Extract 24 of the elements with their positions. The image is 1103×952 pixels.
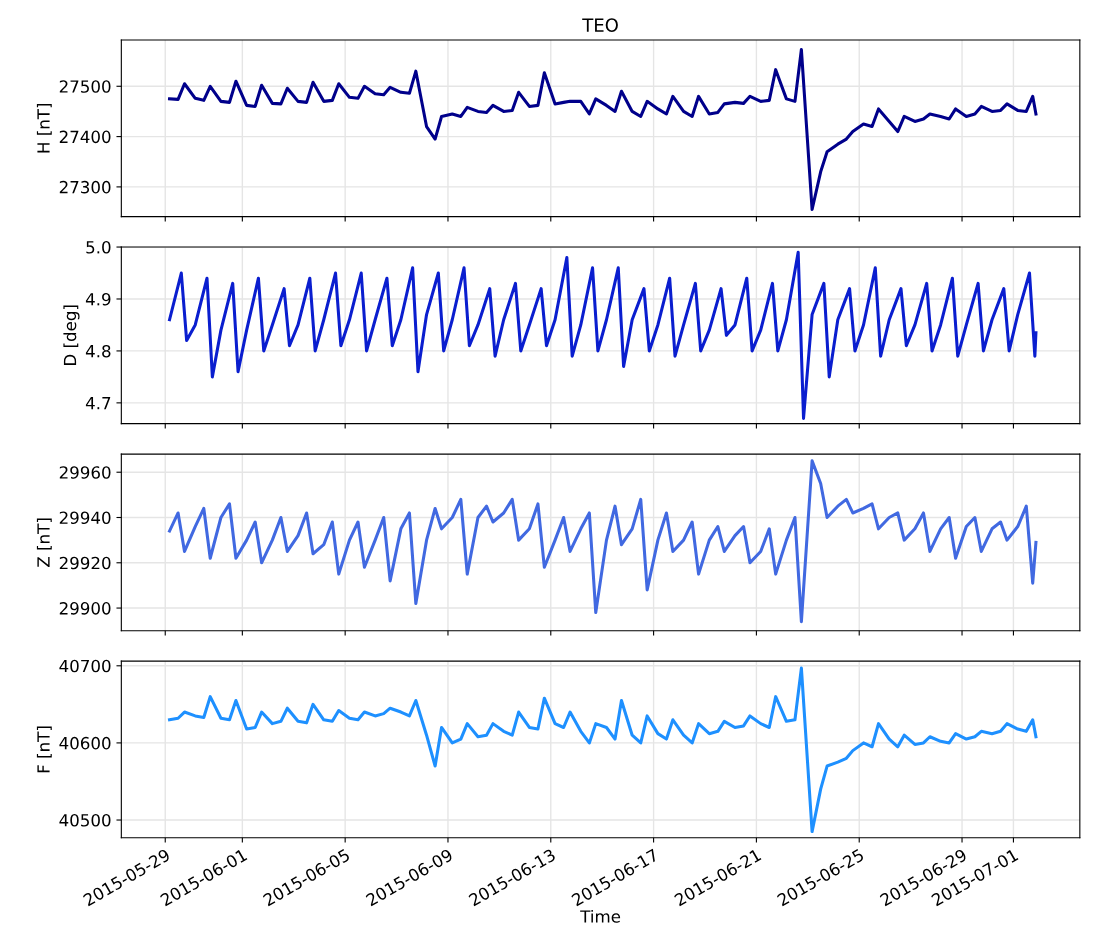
y-tick-label: 29900 — [59, 602, 111, 615]
y-tick-label: 27300 — [59, 180, 111, 194]
line-series — [167, 250, 1038, 420]
line-series — [167, 666, 1038, 834]
y-axis-title: D [deg] — [63, 305, 80, 365]
line-series — [167, 48, 1038, 212]
y-tick-label: 40500 — [59, 813, 111, 827]
chart-title: TEO — [582, 18, 618, 32]
y-tick-label: 27400 — [59, 130, 111, 144]
y-tick-label: 29940 — [59, 511, 111, 525]
y-axis-title: Z [nT] — [36, 518, 52, 567]
y-axis-title: H [nT] — [36, 103, 52, 153]
x-axis-title: Time — [580, 909, 621, 923]
y-tick-label: 4.7 — [85, 397, 111, 410]
line-series — [167, 459, 1038, 624]
y-tick-label: 5.0 — [86, 241, 111, 254]
y-tick-label: 29960 — [59, 466, 111, 479]
y-axis-title: F [nT] — [36, 726, 52, 773]
y-tick-label: 40700 — [59, 659, 111, 673]
y-tick-label: 29920 — [59, 556, 111, 570]
y-tick-label: 27500 — [59, 80, 111, 93]
y-tick-label: 4.9 — [85, 292, 111, 306]
y-tick-label: 4.8 — [85, 344, 111, 358]
y-tick-label: 40600 — [59, 736, 111, 750]
